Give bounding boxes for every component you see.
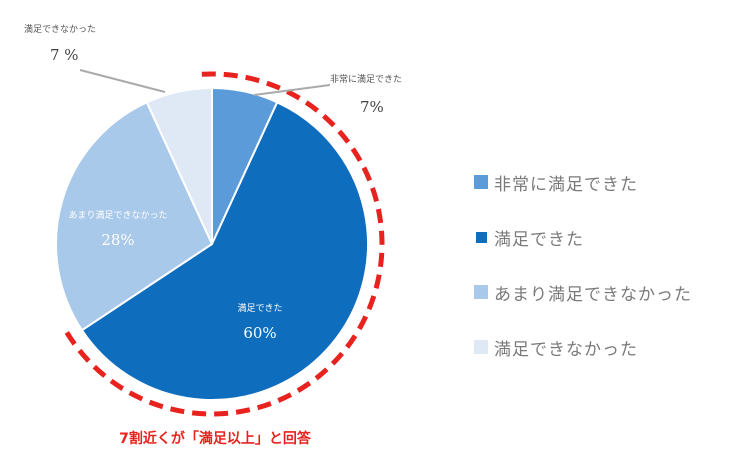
legend-label: 満足できた bbox=[494, 229, 584, 250]
leader-line-not-satisfied bbox=[79, 69, 166, 93]
legend-label: 非常に満足できた bbox=[494, 174, 638, 195]
slice-label-satisfied-value: 60% bbox=[243, 324, 276, 342]
slice-not-satisfied bbox=[145, 86, 213, 245]
legend-item-very-satisfied: 非常に満足できた bbox=[474, 168, 739, 196]
legend-label: 満足できなかった bbox=[494, 339, 638, 360]
leader-lines bbox=[79, 69, 331, 96]
slice-label-not-very-satisfied-value: 28% bbox=[101, 231, 134, 249]
slice-satisfied bbox=[80, 100, 369, 401]
highlight-dashed-arc bbox=[62, 71, 385, 417]
legend-item-not-very-satisfied: あまり満足できなかった bbox=[474, 278, 739, 306]
slice-label-very-satisfied-value: 7% bbox=[360, 98, 384, 116]
legend-item-not-satisfied: 満足できなかった bbox=[474, 333, 739, 361]
slice-label-not-very-satisfied-name: あまり満足できなかった bbox=[68, 210, 167, 221]
legend-label: あまり満足できなかった bbox=[494, 284, 692, 305]
leader-line-very-satisfied bbox=[253, 84, 331, 96]
legend-swatch bbox=[474, 175, 488, 189]
summary-annotation: 7割近くが「満足以上」と回答 bbox=[119, 431, 311, 447]
legend-swatch bbox=[474, 285, 488, 299]
chart-legend: 非常に満足できた 満足できた あまり満足できなかった 満足できなかった bbox=[474, 168, 739, 388]
legend-item-satisfied: 満足できた bbox=[474, 223, 739, 251]
slice-label-not-satisfied-name: 満足できなかった bbox=[24, 24, 96, 35]
legend-swatch bbox=[476, 231, 487, 243]
pie-slices bbox=[55, 86, 369, 401]
slice-label-very-satisfied-name: 非常に満足できた bbox=[330, 73, 402, 85]
slice-label-satisfied-name: 満足できた bbox=[237, 303, 282, 314]
legend-swatch bbox=[474, 340, 488, 354]
slice-label-not-satisfied-value: 7 % bbox=[50, 46, 79, 64]
